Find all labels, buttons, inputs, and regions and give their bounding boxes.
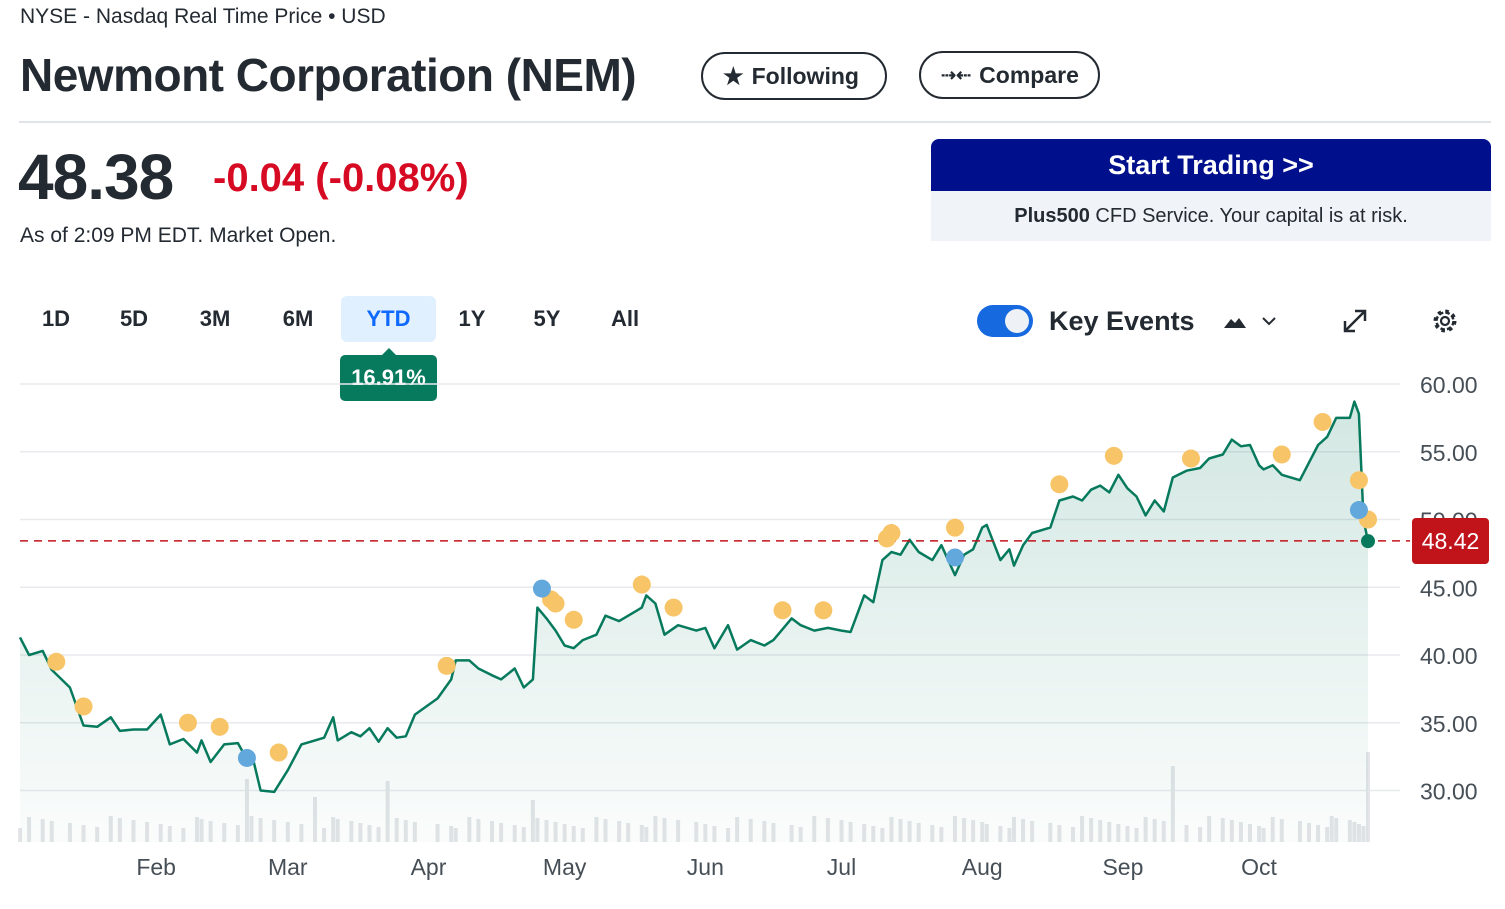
price-line [18, 400, 1370, 794]
range-5d[interactable]: 5D [119, 306, 149, 331]
key-event-marker[interactable] [74, 697, 93, 716]
expand-icon[interactable] [1340, 306, 1370, 336]
following-button[interactable]: ★ Following [701, 52, 887, 100]
current-price: 48.38 [18, 141, 174, 213]
y-tick-label: 35.00 [1420, 711, 1478, 737]
key-event-marker[interactable] [632, 575, 651, 594]
last-point-dot [1361, 534, 1375, 549]
quote-timestamp: As of 2:09 PM EDT. Market Open. [20, 224, 337, 247]
x-tick-label: Aug [962, 854, 1003, 880]
price-area [20, 401, 1368, 842]
key-event-marker[interactable] [210, 717, 229, 736]
chart-type-dropdown[interactable] [1222, 310, 1282, 332]
y-tick-label: 45.00 [1420, 575, 1478, 601]
range-5y[interactable]: 5Y [533, 306, 561, 331]
y-tick-label: 55.00 [1420, 440, 1478, 466]
ad-disclaimer: Plus500 CFD Service. Your capital is at … [931, 191, 1491, 241]
range-all[interactable]: All [610, 306, 640, 331]
key-event-marker[interactable] [1050, 475, 1069, 494]
key-events-toggle[interactable] [977, 305, 1033, 337]
key-event-marker[interactable] [532, 579, 551, 598]
ad-brand: Plus500 [1014, 204, 1090, 227]
chevron-down-icon [1262, 317, 1276, 326]
x-tick-label: Mar [268, 854, 308, 880]
range-ytd[interactable]: YTD [341, 296, 436, 342]
exchange-label: NYSE - Nasdaq Real Time Price • USD [20, 5, 386, 28]
key-event-marker[interactable] [437, 656, 456, 675]
range-1d[interactable]: 1D [41, 306, 71, 331]
change-value: -0.04 [213, 156, 305, 200]
x-tick-label: Feb [136, 854, 176, 880]
key-event-marker[interactable] [564, 610, 583, 629]
key-event-marker[interactable] [269, 743, 288, 762]
start-trading-button[interactable]: Start Trading >> [931, 139, 1491, 191]
y-tick-label: 40.00 [1420, 643, 1478, 669]
key-event-marker[interactable] [1104, 446, 1123, 465]
compare-arrows-icon: ⇢⇠ [941, 64, 972, 85]
key-event-marker[interactable] [1181, 449, 1200, 468]
x-tick-label: Sep [1102, 854, 1143, 880]
key-event-marker[interactable] [882, 524, 901, 543]
key-event-marker[interactable] [1349, 501, 1368, 520]
ad-disclaimer-text: CFD Service. Your capital is at risk. [1089, 204, 1408, 227]
x-tick-label: Oct [1241, 854, 1277, 880]
range-1y[interactable]: 1Y [458, 306, 486, 331]
key-events-label: Key Events [1049, 306, 1195, 336]
key-event-marker[interactable] [47, 652, 66, 671]
key-event-marker[interactable] [945, 518, 964, 537]
key-event-marker[interactable] [237, 748, 256, 767]
key-event-marker[interactable] [178, 713, 197, 732]
divider [19, 121, 1491, 123]
key-event-marker[interactable] [546, 594, 565, 613]
key-event-marker[interactable] [1349, 471, 1368, 490]
x-tick-label: Jul [827, 854, 856, 880]
mountain-chart-icon [1224, 318, 1246, 328]
y-tick-label: 60.00 [1420, 372, 1478, 398]
page-title: Newmont Corporation (NEM) [20, 49, 637, 101]
price-chart[interactable]: 60.0055.0050.0045.0040.0035.0030.00FebMa… [0, 360, 1505, 900]
x-tick-label: Jun [687, 854, 724, 880]
range-performance-badge: 16.91% [340, 348, 437, 401]
change-percent: (-0.08%) [315, 156, 469, 200]
following-label: Following [751, 62, 859, 89]
compare-label: Compare [979, 61, 1079, 88]
key-event-marker[interactable] [1272, 445, 1291, 464]
gear-icon[interactable] [1430, 306, 1460, 336]
compare-button[interactable]: ⇢⇠ Compare [919, 51, 1100, 99]
price-change: -0.04 (-0.08%) [213, 156, 469, 201]
key-event-marker[interactable] [814, 601, 833, 620]
key-event-marker[interactable] [1313, 412, 1332, 431]
range-3m[interactable]: 3M [199, 306, 231, 331]
last-price-label: 48.42 [1412, 518, 1489, 564]
range-6m[interactable]: 6M [282, 306, 314, 331]
key-event-marker[interactable] [945, 548, 964, 567]
key-event-marker[interactable] [664, 598, 683, 617]
x-tick-label: Apr [411, 854, 447, 880]
key-event-marker[interactable] [773, 601, 792, 620]
x-tick-label: May [543, 854, 587, 880]
star-icon: ★ [723, 62, 744, 89]
y-tick-label: 30.00 [1420, 779, 1478, 805]
